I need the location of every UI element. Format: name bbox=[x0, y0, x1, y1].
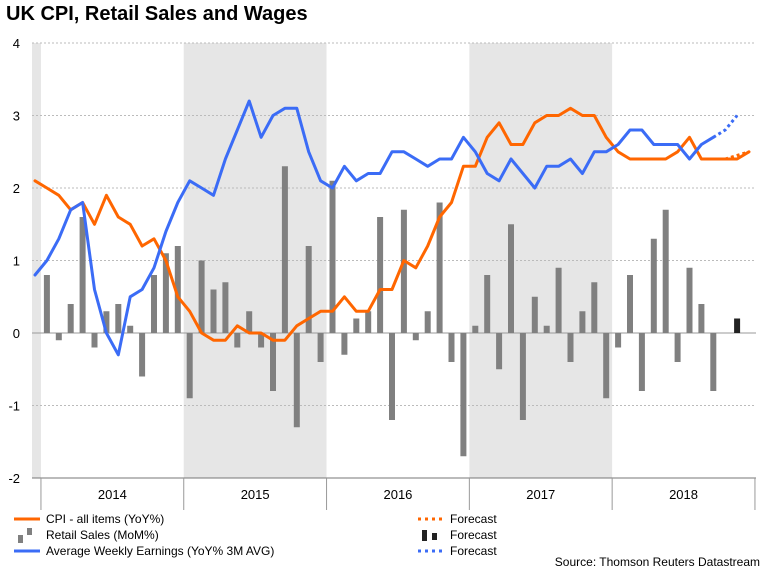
legend-label-awe-forecast: Forecast bbox=[450, 544, 497, 558]
awe-forecast-line bbox=[712, 114, 739, 139]
legend-label-cpi-forecast: Forecast bbox=[450, 512, 497, 526]
retail-bar-24 bbox=[317, 333, 324, 362]
legend-label-cpi: CPI - all items (YoY%) bbox=[46, 512, 165, 526]
retail-bar-20 bbox=[270, 333, 276, 391]
y-tick-label--2: -2 bbox=[8, 471, 20, 486]
retail-bar-19 bbox=[258, 333, 265, 348]
legend-swatch-retail bbox=[18, 528, 32, 543]
retail-bar-45 bbox=[567, 333, 574, 362]
awe-line bbox=[33, 99, 715, 357]
retail-bar-38 bbox=[484, 275, 491, 333]
retail-bar-25 bbox=[329, 180, 336, 333]
retail-bar-30 bbox=[389, 333, 395, 420]
retail-bar-37 bbox=[472, 325, 479, 333]
retail-bar-16 bbox=[222, 282, 229, 333]
retail-bar-34 bbox=[436, 202, 443, 333]
legend-swatch-cpi bbox=[14, 517, 40, 521]
legend-swatch-cpi-forecast bbox=[418, 517, 444, 521]
retail-bar-47 bbox=[591, 282, 598, 333]
retail-bar-3 bbox=[67, 304, 74, 333]
cpi-line bbox=[33, 106, 751, 342]
chart-title: UK CPI, Retail Sales and Wages bbox=[6, 3, 308, 25]
retail-bar-49 bbox=[615, 333, 622, 348]
legend-swatch-awe-forecast bbox=[418, 549, 444, 553]
retail-bar-55 bbox=[686, 267, 693, 333]
retail-bar-26 bbox=[341, 333, 348, 355]
retail-bar-11 bbox=[162, 253, 169, 333]
x-tick-label-2018: 2018 bbox=[669, 487, 698, 502]
retail-bar-14 bbox=[198, 260, 205, 333]
retail-bar-4 bbox=[79, 217, 86, 333]
retail-bar-23 bbox=[305, 246, 312, 333]
retail-bar-57 bbox=[710, 333, 717, 391]
y-tick-label--1: -1 bbox=[8, 399, 20, 414]
y-tick-label-3: 3 bbox=[13, 109, 20, 124]
retail-bar-29 bbox=[377, 217, 384, 333]
retail-bar-28 bbox=[365, 311, 372, 333]
retail-bar-53 bbox=[662, 209, 669, 333]
source-note: Source: Thomson Reuters Datastream bbox=[554, 555, 760, 569]
y-tick-label-4: 4 bbox=[13, 36, 20, 51]
retail-bar-46 bbox=[579, 311, 586, 333]
legend-label-awe: Average Weekly Earnings (YoY% 3M AVG) bbox=[46, 544, 275, 558]
retail-bar-35 bbox=[448, 333, 455, 362]
retail-bar-8 bbox=[127, 325, 134, 333]
retail-bar-54 bbox=[674, 333, 681, 362]
retail-bar-7 bbox=[115, 304, 122, 333]
retail-bar-17 bbox=[234, 333, 241, 348]
retail-bar-42 bbox=[531, 296, 538, 333]
retail-bar-56 bbox=[698, 304, 705, 333]
retail-bar-50 bbox=[627, 275, 633, 333]
retail-bar-6 bbox=[103, 311, 110, 333]
retail-bar-15 bbox=[210, 289, 217, 333]
legend-swatch-retail-forecast bbox=[422, 530, 437, 541]
retail-bar-2 bbox=[55, 333, 62, 341]
retail-bar-36 bbox=[460, 333, 467, 457]
retail-bar-18 bbox=[246, 311, 253, 333]
retail-bar-22 bbox=[293, 333, 300, 428]
retail-forecast-bar-59 bbox=[734, 318, 741, 333]
legend-label-retail: Retail Sales (MoM%) bbox=[46, 528, 159, 542]
retail-bar-33 bbox=[424, 311, 431, 333]
y-tick-label-0: 0 bbox=[13, 326, 20, 341]
retail-bar-41 bbox=[519, 333, 526, 420]
retail-bar-52 bbox=[650, 238, 657, 333]
y-tick-label-2: 2 bbox=[13, 181, 20, 196]
legend-label-retail-forecast: Forecast bbox=[450, 528, 497, 542]
cpi-forecast-line bbox=[724, 150, 750, 161]
x-tick-label-2016: 2016 bbox=[383, 487, 412, 502]
retail-bar-39 bbox=[496, 333, 503, 370]
retail-bar-1 bbox=[43, 275, 50, 333]
retail-bar-21 bbox=[281, 166, 288, 333]
retail-bar-9 bbox=[139, 333, 146, 377]
retail-bar-31 bbox=[400, 209, 407, 333]
y-tick-label-1: 1 bbox=[13, 254, 20, 269]
retail-bar-51 bbox=[638, 333, 645, 391]
retail-bar-40 bbox=[508, 224, 514, 333]
legend-swatch-awe bbox=[14, 549, 40, 553]
retail-bar-32 bbox=[412, 333, 419, 341]
retail-bar-5 bbox=[91, 333, 98, 348]
retail-bar-13 bbox=[186, 333, 193, 399]
x-tick-label-2014: 2014 bbox=[98, 487, 127, 502]
retail-bar-10 bbox=[151, 275, 157, 333]
retail-bar-12 bbox=[174, 246, 181, 333]
x-tick-label-2015: 2015 bbox=[241, 487, 270, 502]
retail-bar-44 bbox=[555, 267, 562, 333]
retail-bar-48 bbox=[603, 333, 610, 399]
x-tick-label-2017: 2017 bbox=[526, 487, 555, 502]
retail-bar-27 bbox=[353, 318, 360, 333]
retail-bar-43 bbox=[543, 325, 550, 333]
